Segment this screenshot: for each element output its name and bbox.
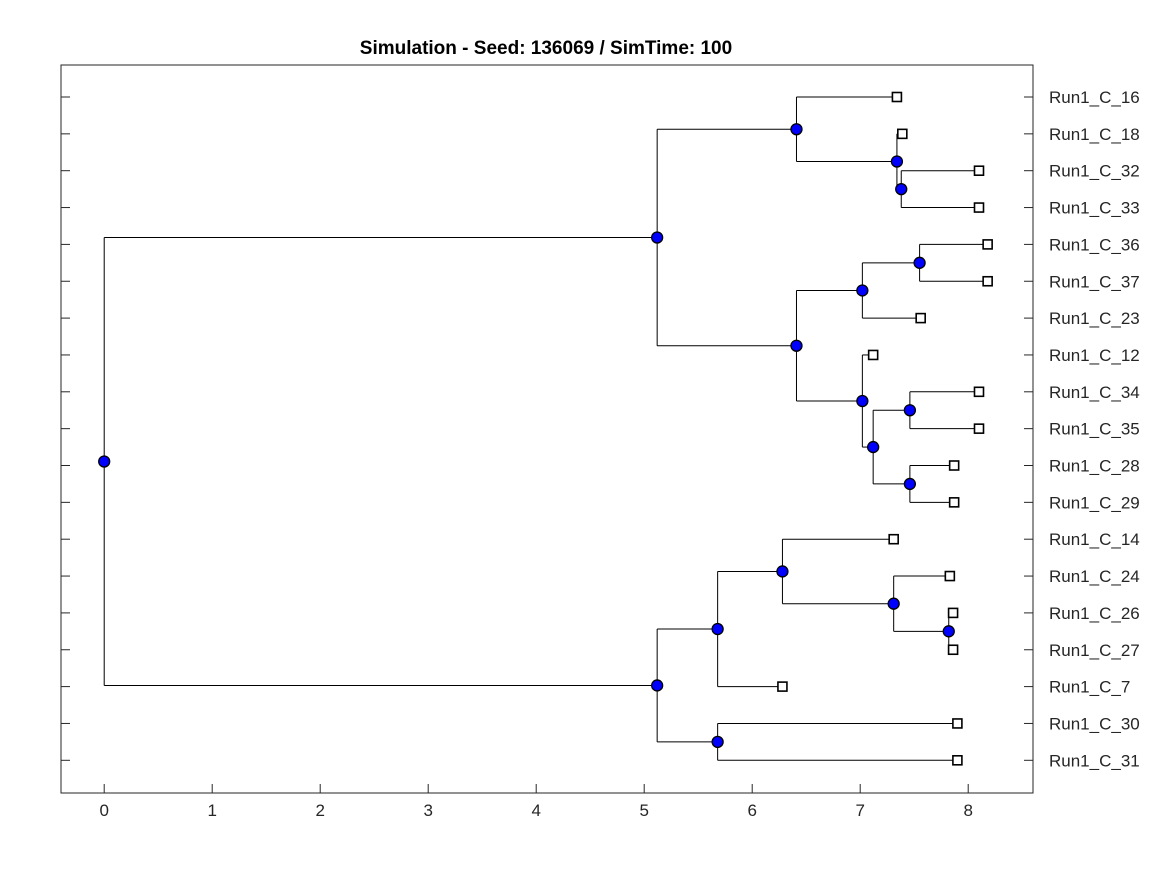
x-tick-label: 4	[531, 801, 540, 820]
x-tick-label: 3	[423, 801, 432, 820]
internal-node-marker	[903, 477, 917, 491]
internal-node-marker	[856, 394, 869, 408]
leaf-node-marker	[947, 607, 959, 619]
leaf-node-marker	[891, 91, 903, 103]
leaf-node-marker	[973, 165, 985, 176]
leaf-node-marker	[982, 239, 993, 250]
x-tick-label: 1	[207, 801, 216, 820]
leaf-label: Run1_C_14	[1049, 530, 1140, 549]
leaf-label: Run1_C_30	[1049, 714, 1140, 733]
internal-node-marker	[903, 404, 917, 417]
leaf-node-marker	[867, 349, 879, 361]
leaf-label: Run1_C_32	[1049, 162, 1140, 181]
leaf-node-marker	[915, 312, 926, 324]
internal-node-marker	[711, 622, 724, 636]
internal-node-marker	[776, 565, 789, 578]
internal-node-marker	[895, 182, 908, 196]
internal-node-marker	[856, 284, 869, 297]
leaf-node-marker	[897, 128, 908, 140]
leaf-label: Run1_C_23	[1049, 309, 1140, 328]
leaf-node-marker	[973, 386, 985, 398]
leaf-node-marker	[948, 460, 960, 471]
leaf-node-marker	[982, 275, 993, 287]
x-axis: 0 1 2 3 4 5 6 7 8	[99, 784, 973, 820]
internal-node-marker	[651, 679, 664, 692]
internal-node-marker	[867, 440, 880, 454]
internal-node-marker	[98, 455, 111, 468]
tree-nodes	[98, 91, 993, 766]
leaf-node-marker	[777, 681, 788, 692]
leaf-label: Run1_C_27	[1049, 641, 1140, 660]
internal-node-marker	[913, 256, 926, 269]
leaf-label: Run1_C_36	[1049, 235, 1140, 254]
leaf-label: Run1_C_34	[1049, 383, 1140, 402]
x-tick-label: 2	[315, 801, 324, 820]
leaf-node-marker	[952, 718, 963, 729]
leaf-label: Run1_C_28	[1049, 457, 1140, 476]
leaf-label: Run1_C_33	[1049, 199, 1140, 218]
leaf-label: Run1_C_12	[1049, 346, 1140, 365]
internal-node-marker	[651, 231, 664, 244]
leaf-node-marker	[948, 497, 960, 508]
leaf-node-marker	[973, 423, 985, 434]
leaf-label: Run1_C_31	[1049, 751, 1140, 770]
x-tick-label: 6	[747, 801, 756, 820]
leaf-node-marker	[888, 533, 899, 545]
leaf-label: Run1_C_7	[1049, 678, 1130, 697]
y-axis-right: Run1_C_16 Run1_C_18 Run1_C_32 Run1_C_33 Run1…	[61, 88, 1140, 770]
x-tick-label: 0	[99, 801, 108, 820]
internal-node-marker	[790, 339, 803, 352]
x-tick-label: 5	[639, 801, 648, 820]
internal-node-marker	[790, 123, 803, 136]
leaf-label: Run1_C_24	[1049, 567, 1140, 586]
leaf-label: Run1_C_26	[1049, 604, 1140, 623]
leaf-label: Run1_C_18	[1049, 125, 1140, 144]
chart-title: Simulation - Seed: 136069 / SimTime: 100	[360, 38, 732, 59]
x-tick-label: 7	[855, 801, 864, 820]
leaf-node-marker	[952, 754, 963, 766]
internal-node-marker	[942, 625, 955, 638]
leaf-label: Run1_C_29	[1049, 493, 1140, 512]
x-tick-label: 8	[963, 801, 972, 820]
leaf-label: Run1_C_16	[1049, 88, 1140, 107]
internal-node-marker	[890, 155, 904, 168]
internal-node-marker	[711, 735, 724, 749]
leaf-label: Run1_C_35	[1049, 420, 1140, 439]
leaf-node-marker	[973, 202, 985, 213]
leaf-label: Run1_C_37	[1049, 272, 1140, 291]
leaf-node-marker	[944, 570, 956, 582]
internal-node-marker	[887, 597, 900, 610]
leaf-node-marker	[947, 644, 959, 656]
